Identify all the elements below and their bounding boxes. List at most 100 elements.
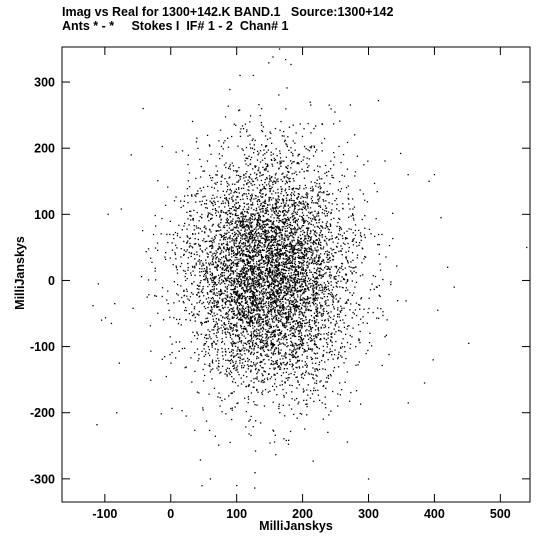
data-point — [175, 244, 177, 246]
data-point — [284, 209, 286, 211]
data-point — [250, 369, 252, 371]
data-point — [217, 331, 219, 333]
data-point — [296, 387, 298, 389]
data-point — [325, 387, 327, 389]
data-point — [202, 264, 204, 266]
data-point — [310, 278, 312, 280]
data-point — [263, 226, 266, 228]
data-point — [237, 371, 239, 373]
data-point — [289, 430, 292, 433]
data-point — [280, 232, 282, 234]
data-point — [227, 182, 229, 185]
data-point — [266, 138, 269, 140]
data-point — [279, 258, 281, 260]
data-point — [169, 233, 171, 236]
data-point — [303, 264, 305, 266]
data-point — [253, 209, 255, 211]
data-point — [291, 203, 293, 206]
data-point — [232, 327, 234, 329]
data-point — [222, 281, 224, 283]
data-point — [276, 252, 278, 255]
data-point — [226, 291, 228, 293]
data-point — [314, 241, 316, 243]
data-point — [247, 226, 249, 228]
data-point — [301, 312, 303, 314]
data-point — [277, 232, 279, 235]
data-point — [274, 177, 276, 179]
data-point — [229, 292, 232, 295]
data-point — [213, 241, 215, 243]
data-point — [299, 208, 301, 210]
data-point — [293, 262, 296, 265]
data-point — [266, 264, 268, 266]
data-point — [355, 346, 357, 348]
data-point — [271, 254, 273, 256]
data-point — [218, 360, 220, 362]
data-point — [259, 251, 261, 253]
data-point — [241, 310, 243, 312]
data-point — [313, 337, 315, 340]
data-point — [242, 306, 244, 308]
data-point — [266, 314, 268, 317]
data-point — [239, 302, 241, 304]
data-point — [252, 230, 254, 232]
data-point — [228, 184, 230, 186]
data-point — [305, 371, 307, 374]
data-point — [227, 137, 229, 139]
data-point — [249, 302, 252, 304]
data-point — [286, 346, 288, 348]
data-point — [289, 283, 291, 285]
data-point — [326, 221, 328, 223]
data-point — [266, 163, 269, 165]
data-point — [305, 238, 307, 240]
data-point — [285, 371, 287, 373]
data-point — [303, 272, 305, 274]
data-point — [294, 320, 296, 322]
data-point — [243, 193, 246, 195]
data-point — [269, 442, 271, 444]
data-point — [289, 177, 291, 180]
data-point — [203, 274, 206, 276]
data-point — [270, 306, 272, 309]
data-point — [273, 367, 275, 369]
data-point — [214, 209, 217, 211]
data-point — [212, 362, 214, 364]
data-point — [258, 225, 261, 227]
data-point — [262, 349, 265, 351]
data-point — [257, 244, 259, 246]
data-point — [302, 342, 305, 344]
data-point — [271, 210, 273, 212]
data-point — [234, 314, 236, 317]
data-point — [299, 171, 301, 173]
data-point — [282, 296, 284, 299]
data-point — [274, 159, 277, 161]
data-point — [225, 199, 227, 201]
data-point — [245, 291, 247, 293]
data-point — [284, 258, 286, 260]
data-point — [316, 276, 318, 278]
data-point — [306, 260, 309, 263]
data-point — [330, 211, 332, 214]
data-point — [295, 269, 298, 271]
data-point — [332, 390, 334, 393]
data-point — [277, 198, 279, 200]
data-point — [339, 382, 341, 384]
data-point — [283, 269, 285, 271]
data-point — [290, 160, 292, 162]
data-point — [313, 281, 316, 283]
data-point — [292, 253, 294, 256]
data-point — [245, 176, 247, 178]
data-point — [275, 231, 277, 233]
data-point — [310, 217, 312, 220]
data-point — [271, 333, 273, 335]
data-point — [254, 317, 257, 319]
data-point — [228, 249, 230, 251]
data-point — [260, 108, 263, 110]
data-point — [269, 296, 271, 298]
data-point — [285, 250, 287, 252]
data-point — [366, 322, 368, 324]
data-point — [263, 284, 265, 286]
data-point — [263, 149, 265, 151]
data-point — [262, 314, 264, 316]
data-point — [265, 237, 267, 239]
